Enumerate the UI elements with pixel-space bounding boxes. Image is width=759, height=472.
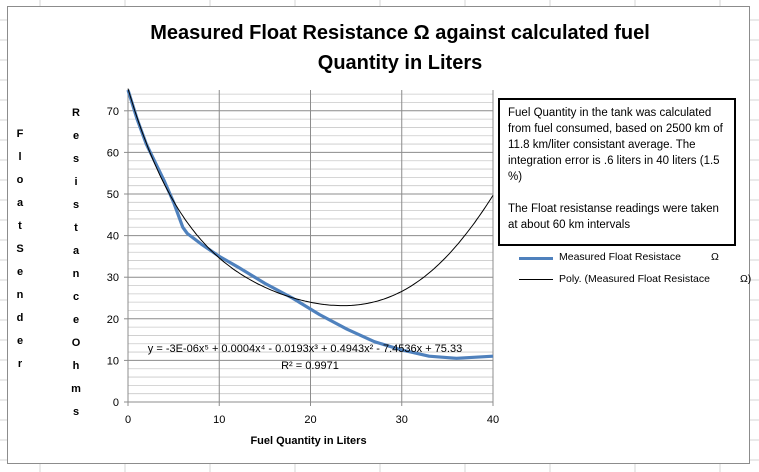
y-tick-label: 0 <box>113 397 119 409</box>
x-tick-label: 40 <box>487 414 499 426</box>
annotation-paragraph-1: Fuel Quantity in the tank was calculated… <box>508 107 723 183</box>
chart-title-line1: Measured Float Resistance Ω against calc… <box>150 22 650 44</box>
r-squared-label: R² = 0.9971 <box>281 360 339 372</box>
y-tick-label: 50 <box>107 189 119 201</box>
x-tick-label: 10 <box>213 414 225 426</box>
trend-equation: y = -3E-06x⁵ + 0.0004x⁴ - 0.0193x³ + 0.4… <box>148 343 462 355</box>
y-tick-label: 20 <box>107 314 119 326</box>
x-tick-label: 20 <box>304 414 316 426</box>
legend-label-poly: Poly. (Measured Float Resistace Ω) <box>559 273 752 285</box>
chart-title-line2: Quantity in Liters <box>317 52 483 74</box>
annotation-paragraph-2: The Float resistanse readings were taken… <box>508 203 719 231</box>
y-tick-label: 10 <box>107 355 119 367</box>
annotation-text-box[interactable]: Fuel Quantity in the tank was calculated… <box>498 98 736 246</box>
legend-swatch-poly <box>519 279 553 280</box>
x-tick-label: 0 <box>125 414 131 426</box>
chart-title: Measured Float Resistance Ω against calc… <box>130 18 670 78</box>
series-measured-line <box>126 89 494 360</box>
y-tick-label: 40 <box>107 231 119 243</box>
x-axis-label: Fuel Quantity in Liters <box>250 435 366 447</box>
legend-swatch-measured <box>519 257 553 260</box>
legend-entry-poly[interactable]: Poly. (Measured Float Resistace Ω) <box>515 270 755 292</box>
legend-entry-measured[interactable]: Measured Float Resistace Ω <box>515 248 755 270</box>
y-tick-label: 60 <box>107 147 119 159</box>
legend-label-measured: Measured Float Resistace Ω <box>559 251 719 263</box>
y-tick-label: 30 <box>107 272 119 284</box>
legend[interactable]: Measured Float Resistace Ω Poly. (Measure… <box>515 248 755 292</box>
series-poly-trendline <box>127 88 494 307</box>
x-tick-label: 30 <box>396 414 408 426</box>
y-tick-label: 70 <box>107 106 119 118</box>
